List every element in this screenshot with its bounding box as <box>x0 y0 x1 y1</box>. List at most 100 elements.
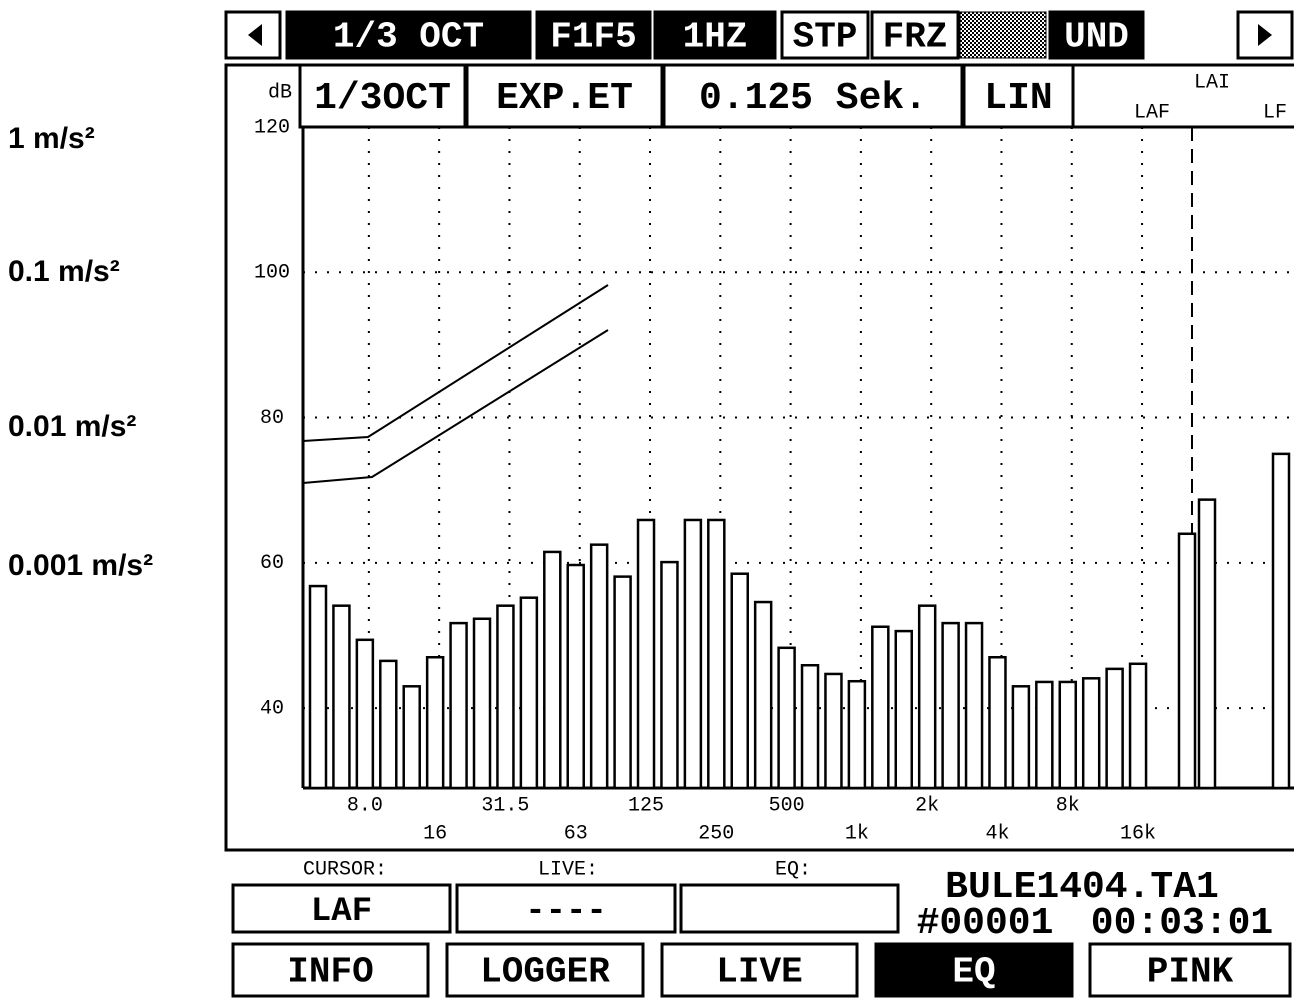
mode-label: STP <box>793 17 858 58</box>
mode-label: UND <box>1064 17 1129 58</box>
mode-box <box>535 10 652 60</box>
bar <box>683 518 703 790</box>
soft-button-label[interactable]: LOGGER <box>480 952 610 993</box>
bar <box>964 621 984 790</box>
mode-box <box>870 10 960 60</box>
file-name: BULE1404.TA1 <box>945 866 1219 909</box>
elapsed-time: 00:03:01 <box>1091 902 1273 945</box>
bar <box>753 600 773 790</box>
soft-button[interactable] <box>660 942 859 998</box>
soft-button-label[interactable]: EQ <box>952 952 995 993</box>
limit-curves <box>302 284 609 484</box>
bar <box>355 638 375 790</box>
header-cell <box>465 63 664 129</box>
bar <box>425 656 445 790</box>
soft-button-label[interactable]: PINK <box>1147 952 1234 993</box>
bar <box>308 584 328 790</box>
header-text: LIN <box>984 77 1052 120</box>
x-tick-label: 16 <box>423 822 447 845</box>
bar <box>613 575 632 790</box>
bar <box>379 659 398 790</box>
soft-button-label[interactable]: LIVE <box>716 952 802 993</box>
soft-button[interactable] <box>445 942 645 998</box>
y-tick-label: 100 <box>254 262 290 285</box>
overall-name: LF <box>1263 101 1287 124</box>
record-number: #00001 <box>917 902 1054 945</box>
mode-label: 1HZ <box>683 17 748 58</box>
mode-box <box>653 10 777 60</box>
mode-box <box>285 10 532 60</box>
bar <box>847 679 867 790</box>
soft-button[interactable] <box>874 942 1074 998</box>
mode-box <box>780 10 870 60</box>
bar <box>941 621 960 790</box>
bar <box>1128 662 1148 790</box>
mode-label: FRZ <box>883 17 948 58</box>
right-arrow[interactable] <box>1258 24 1272 46</box>
soft-button-label[interactable]: INFO <box>287 952 373 993</box>
bar <box>1105 667 1124 790</box>
y-tick-label: 80 <box>260 407 284 430</box>
bar <box>824 672 843 790</box>
bar <box>1058 680 1078 790</box>
bar <box>988 656 1007 790</box>
left-arrow[interactable] <box>248 24 262 46</box>
header-cell <box>298 63 467 129</box>
bar <box>449 621 468 790</box>
bar <box>1011 685 1031 790</box>
header-cell <box>1071 63 1294 129</box>
status-value: ---- <box>525 893 607 931</box>
bar <box>636 518 656 790</box>
hatch-block <box>959 11 1047 59</box>
x-tick-label: 2k <box>915 794 939 817</box>
mode-label: F1F5 <box>550 17 636 58</box>
x-tick-label: 63 <box>564 822 588 845</box>
status-label: CURSOR: <box>303 858 387 881</box>
mode-label: 1/3 OCT <box>333 17 484 58</box>
header-cell <box>662 63 964 129</box>
header-text: 0.125 Sek. <box>699 77 927 120</box>
soft-button[interactable] <box>1088 942 1292 998</box>
x-tick-label: 16k <box>1120 822 1156 845</box>
bar <box>472 617 492 790</box>
bar <box>660 560 679 790</box>
bar <box>589 543 609 790</box>
overall-name: LAI <box>1194 71 1230 94</box>
header-text: 1/3OCT <box>314 77 451 120</box>
x-tick-label: 500 <box>769 794 805 817</box>
bar <box>566 563 585 790</box>
status-box <box>455 883 677 934</box>
bar <box>332 604 351 790</box>
unit-label: dB <box>268 81 292 104</box>
x-tick-label: 250 <box>698 822 734 845</box>
y-tick-label: 120 <box>254 116 290 139</box>
status-box <box>231 883 452 934</box>
x-tick-label: 4k <box>985 822 1009 845</box>
soft-button[interactable] <box>231 942 430 998</box>
bar <box>800 663 820 790</box>
mode-box <box>1048 10 1145 60</box>
bar <box>1081 677 1101 790</box>
bar <box>543 550 562 790</box>
status-label: EQ: <box>775 858 811 881</box>
side-label: 0.001 m/s² <box>8 549 153 582</box>
status-box <box>679 883 900 934</box>
bar <box>1271 452 1291 790</box>
side-label: 1 m/s² <box>8 122 95 155</box>
x-tick-label: 31.5 <box>481 794 529 817</box>
bar <box>402 685 421 790</box>
bar <box>519 596 539 790</box>
y-tick-label: 60 <box>260 552 284 575</box>
side-label: 0.01 m/s² <box>8 410 136 443</box>
y-tick-label: 40 <box>260 697 284 720</box>
bar <box>1035 680 1054 790</box>
status-label: LIVE: <box>538 858 598 881</box>
bar <box>730 572 749 790</box>
bar <box>1177 532 1197 790</box>
side-label: 0.1 m/s² <box>8 255 120 288</box>
bar <box>707 518 726 790</box>
bar <box>496 604 515 790</box>
x-tick-label: 1k <box>845 822 869 845</box>
status-value: LAF <box>311 893 372 931</box>
